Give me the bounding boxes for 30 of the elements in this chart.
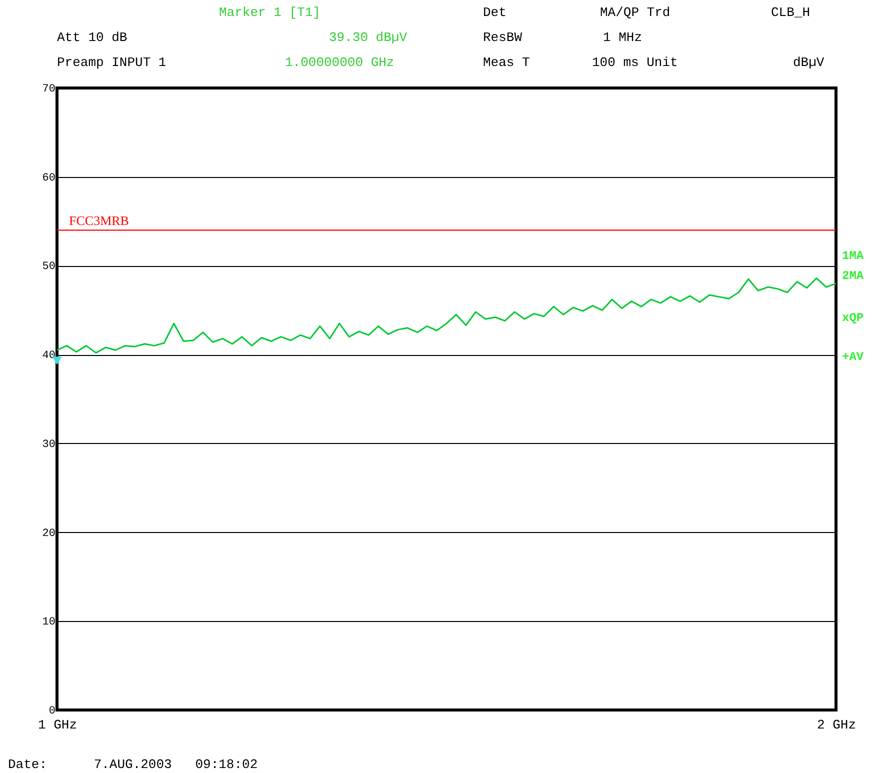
text: 39.30 dBµV	[329, 30, 408, 45]
text: dBµV	[793, 55, 824, 70]
text: CLB_H	[771, 5, 810, 20]
text: 1 MHz	[603, 30, 642, 45]
text: Meas T	[483, 55, 530, 70]
text: Att 10 dB	[57, 30, 128, 45]
text: Preamp INPUT 1	[57, 55, 166, 70]
text: 2MA	[842, 269, 864, 283]
y-tick-label: 0	[48, 706, 56, 718]
ref-line-label: FCC3MRB	[69, 213, 130, 228]
y-tick-label: 30	[42, 438, 56, 451]
text: 100 ms Unit	[592, 55, 678, 70]
text: ResBW	[483, 30, 522, 45]
x-tick-label: 2 GHz	[816, 718, 856, 732]
text: Date: 7.AUG.2003 09:18:02	[8, 757, 258, 772]
y-tick-label: 50	[42, 261, 56, 274]
y-tick-label: 20	[42, 528, 56, 540]
text: xQP	[842, 311, 864, 325]
x-tick-label: 1 GHz	[38, 718, 78, 732]
y-tick-label: 40	[42, 350, 56, 362]
y-tick-label: 10	[42, 616, 56, 629]
line-series	[57, 277, 836, 354]
text: MA/QP Trd	[600, 5, 670, 20]
text: Det	[483, 5, 506, 20]
y-tick-label: 60	[42, 172, 56, 184]
text: +AV	[842, 350, 864, 364]
text: 1.00000000 GHz	[285, 55, 394, 70]
y-tick-label: 70	[42, 84, 56, 96]
text: Marker 1 [T1]	[219, 5, 320, 20]
text: 1MA	[842, 249, 864, 263]
